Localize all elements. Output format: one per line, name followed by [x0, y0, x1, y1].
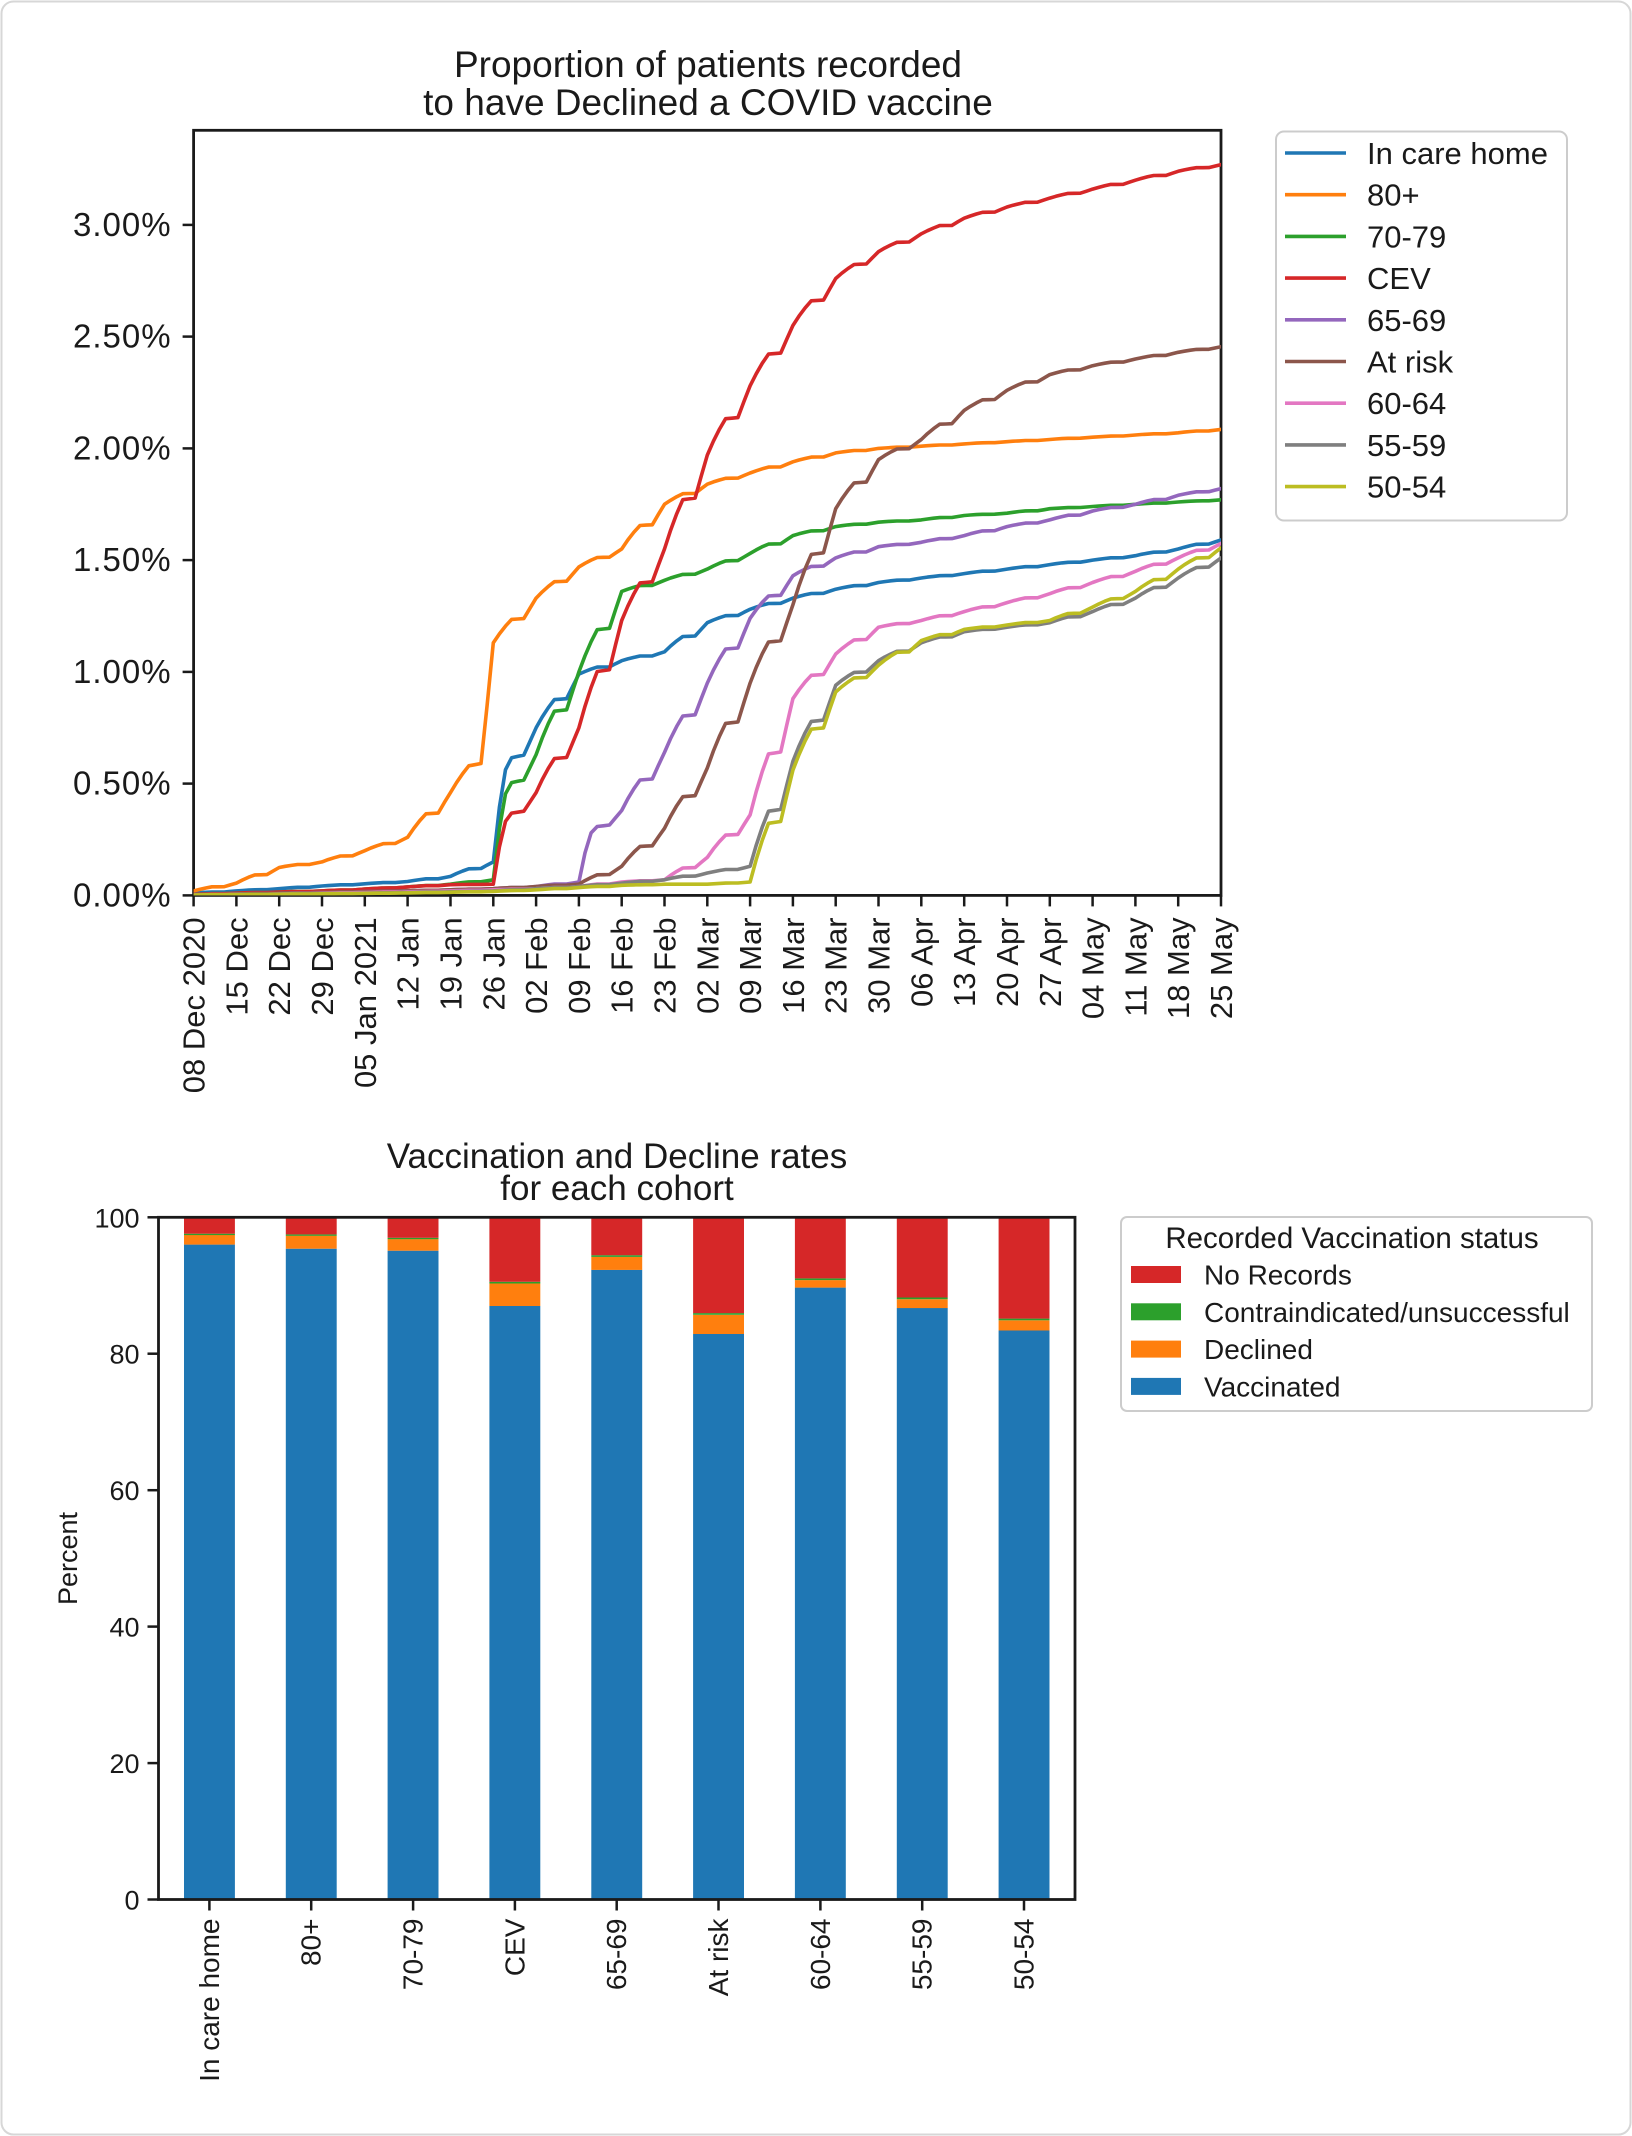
svg-text:08 Dec 2020: 08 Dec 2020 — [177, 917, 212, 1093]
svg-text:At risk: At risk — [703, 1918, 734, 1997]
svg-text:0: 0 — [124, 1886, 139, 1916]
svg-text:27 Apr: 27 Apr — [1033, 917, 1068, 1007]
svg-text:16 Mar: 16 Mar — [776, 917, 811, 1013]
svg-text:Proportion of patients recorde: Proportion of patients recorded — [454, 44, 962, 85]
svg-text:Contraindicated/unsuccessful: Contraindicated/unsuccessful — [1204, 1297, 1570, 1328]
svg-text:0.00%: 0.00% — [73, 876, 172, 913]
svg-text:40: 40 — [109, 1613, 139, 1643]
svg-text:12 Jan: 12 Jan — [391, 917, 426, 1010]
svg-text:3.00%: 3.00% — [73, 206, 172, 243]
svg-text:23 Feb: 23 Feb — [648, 917, 683, 1014]
svg-text:02 Mar: 02 Mar — [690, 917, 725, 1013]
svg-text:16 Feb: 16 Feb — [605, 917, 640, 1014]
svg-text:18 May: 18 May — [1161, 917, 1196, 1019]
svg-text:1.00%: 1.00% — [73, 653, 172, 690]
svg-text:80+: 80+ — [1367, 178, 1420, 213]
svg-text:70-79: 70-79 — [398, 1919, 429, 1991]
svg-text:19 Jan: 19 Jan — [434, 917, 469, 1010]
svg-text:13 Apr: 13 Apr — [947, 917, 982, 1007]
svg-text:09 Mar: 09 Mar — [733, 917, 768, 1013]
svg-text:65-69: 65-69 — [1367, 303, 1446, 338]
svg-text:for each cohort: for each cohort — [500, 1169, 734, 1208]
svg-text:60: 60 — [109, 1476, 139, 1506]
svg-text:20 Apr: 20 Apr — [990, 917, 1025, 1007]
svg-text:At risk: At risk — [1367, 345, 1454, 380]
svg-text:02 Feb: 02 Feb — [519, 917, 554, 1014]
svg-text:23 Mar: 23 Mar — [819, 917, 854, 1013]
svg-text:20: 20 — [109, 1749, 139, 1779]
svg-text:to have Declined a COVID vacci: to have Declined a COVID vaccine — [423, 82, 993, 123]
svg-text:11 May: 11 May — [1118, 917, 1153, 1017]
svg-text:Declined: Declined — [1204, 1334, 1313, 1365]
svg-text:80: 80 — [109, 1340, 139, 1370]
svg-text:Vaccination and Decline rates: Vaccination and Decline rates — [387, 1137, 847, 1176]
svg-text:30 Mar: 30 Mar — [862, 917, 897, 1013]
svg-text:50-54: 50-54 — [1367, 470, 1446, 505]
svg-text:29 Dec: 29 Dec — [305, 917, 340, 1015]
svg-text:Recorded Vaccination status: Recorded Vaccination status — [1165, 1222, 1538, 1255]
svg-text:2.50%: 2.50% — [73, 318, 172, 355]
svg-text:CEV: CEV — [499, 1918, 530, 1976]
svg-text:Percent: Percent — [53, 1511, 83, 1605]
svg-text:CEV: CEV — [1367, 261, 1431, 296]
svg-text:50-54: 50-54 — [1009, 1919, 1040, 1991]
svg-text:No Records: No Records — [1204, 1260, 1352, 1291]
svg-text:26 Jan: 26 Jan — [476, 917, 511, 1010]
svg-text:15 Dec: 15 Dec — [219, 917, 254, 1015]
svg-text:65-69: 65-69 — [601, 1919, 632, 1991]
svg-text:70-79: 70-79 — [1367, 219, 1446, 254]
svg-text:0.50%: 0.50% — [73, 765, 172, 802]
svg-text:60-64: 60-64 — [1367, 386, 1446, 421]
svg-text:09 Feb: 09 Feb — [562, 917, 597, 1014]
svg-text:25 May: 25 May — [1204, 917, 1239, 1019]
svg-text:22 Dec: 22 Dec — [262, 917, 297, 1015]
svg-text:80+: 80+ — [296, 1919, 327, 1967]
svg-text:55-59: 55-59 — [1367, 428, 1446, 463]
svg-text:In care home: In care home — [194, 1919, 225, 2082]
svg-text:In care home: In care home — [1367, 136, 1548, 171]
svg-text:55-59: 55-59 — [907, 1919, 938, 1991]
svg-text:2.00%: 2.00% — [73, 429, 172, 466]
svg-text:06 Apr: 06 Apr — [904, 917, 939, 1007]
svg-text:100: 100 — [94, 1203, 139, 1233]
svg-text:Vaccinated: Vaccinated — [1204, 1371, 1340, 1402]
svg-text:04 May: 04 May — [1076, 917, 1111, 1019]
svg-text:1.50%: 1.50% — [73, 541, 172, 578]
svg-text:05 Jan 2021: 05 Jan 2021 — [348, 917, 383, 1088]
svg-text:60-64: 60-64 — [805, 1919, 836, 1991]
